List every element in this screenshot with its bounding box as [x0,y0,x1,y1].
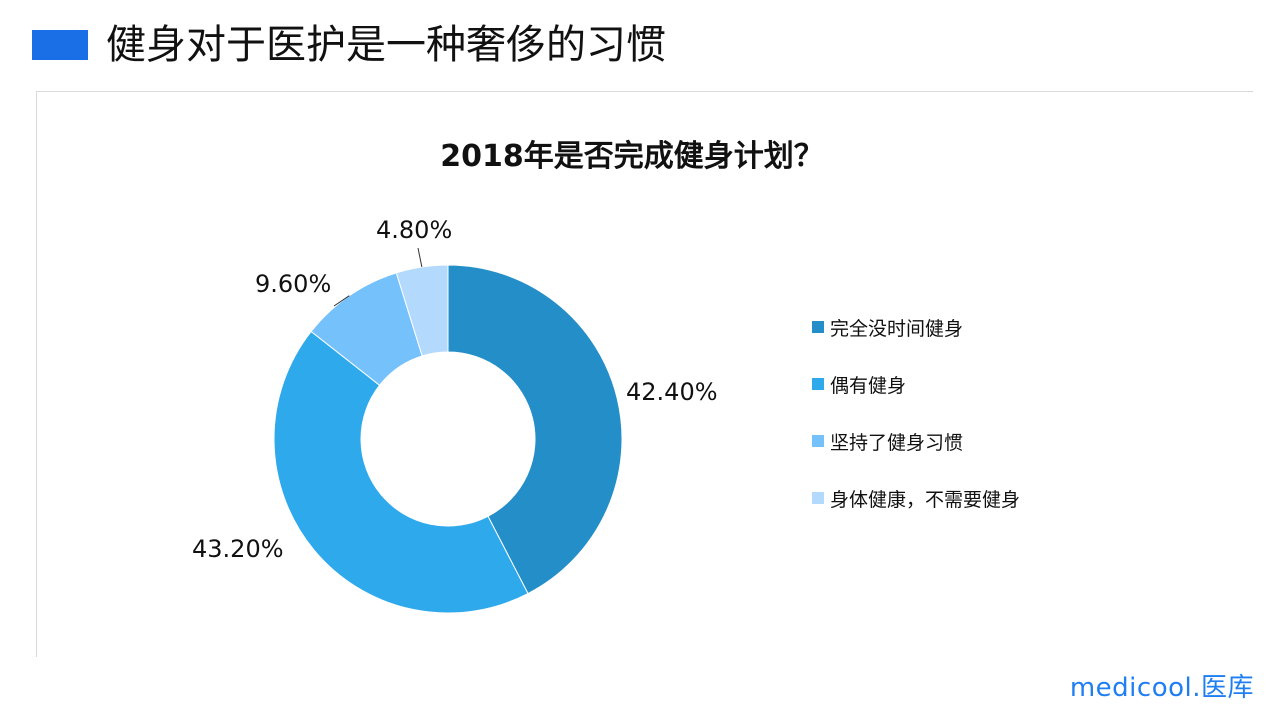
leader-line [333,295,350,307]
chart-legend: 完全没时间健身 偶有健身 坚持了健身习惯 身体健康，不需要健身 [812,308,1020,536]
data-label: 42.40% [626,378,718,406]
data-label: 43.20% [192,535,284,563]
legend-item-healthy: 身体健康，不需要健身 [812,479,1020,517]
donut-slice [273,330,529,614]
chart-panel [36,91,1253,657]
legend-label: 完全没时间健身 [830,317,964,340]
leader-line [417,247,423,268]
data-label: 9.60% [255,270,331,298]
legend-item-habit: 坚持了健身习惯 [812,422,1020,460]
chart-title: 2018年是否完成健身计划？ [440,139,824,174]
title-accent-bar [32,30,88,60]
page-title: 健身对于医护是一种奢侈的习惯 [106,22,666,68]
data-label: 4.80% [376,216,452,244]
legend-label: 身体健康，不需要健身 [830,488,1021,511]
donut-slice [395,264,449,357]
legend-item-no-time: 完全没时间健身 [812,308,1020,346]
legend-label: 坚持了健身习惯 [830,431,964,454]
legend-swatch [812,435,824,447]
legend-swatch [812,378,824,390]
donut-slice [447,264,623,595]
brand-logo: medicool.医库 [1069,673,1254,703]
legend-item-occasional: 偶有健身 [812,365,1020,403]
legend-swatch [812,492,824,504]
legend-swatch [812,321,824,333]
legend-label: 偶有健身 [830,374,907,397]
